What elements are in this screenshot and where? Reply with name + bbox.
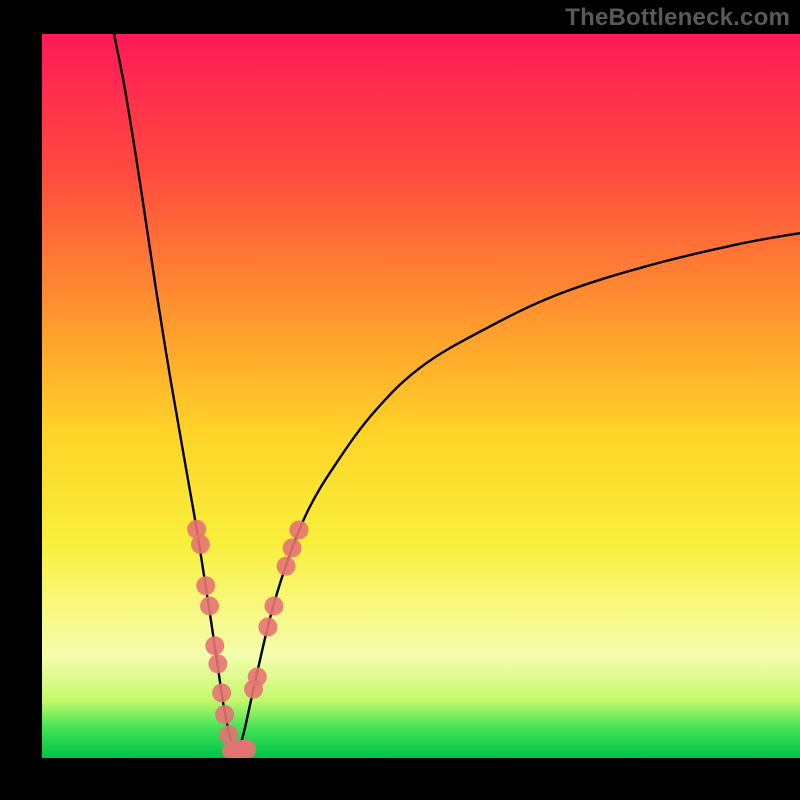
data-marker	[200, 596, 219, 615]
data-marker	[289, 520, 308, 539]
data-marker	[191, 535, 210, 554]
data-marker	[237, 740, 256, 759]
data-marker	[208, 654, 227, 673]
chart-svg	[0, 0, 800, 800]
data-marker	[215, 705, 234, 724]
data-marker	[248, 667, 267, 686]
data-marker	[277, 557, 296, 576]
data-marker	[258, 617, 277, 636]
data-marker	[283, 539, 302, 558]
data-marker	[205, 636, 224, 655]
data-marker	[264, 596, 283, 615]
chart-root: TheBottleneck.com	[0, 0, 800, 800]
plot-background-gradient	[42, 34, 800, 758]
watermark-label: TheBottleneck.com	[565, 4, 790, 32]
data-marker	[196, 576, 215, 595]
data-marker	[212, 683, 231, 702]
